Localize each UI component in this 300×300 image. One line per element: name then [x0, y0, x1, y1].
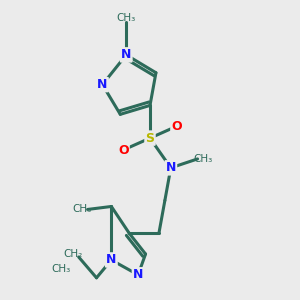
Text: S: S — [146, 132, 154, 145]
Text: O: O — [171, 120, 182, 133]
Text: N: N — [97, 78, 108, 91]
Text: N: N — [166, 161, 176, 174]
Text: N: N — [133, 268, 143, 281]
Text: CH₂: CH₂ — [63, 249, 82, 259]
Text: CH₃: CH₃ — [117, 13, 136, 23]
Text: CH₃: CH₃ — [51, 264, 70, 274]
Text: CH₃: CH₃ — [72, 204, 91, 214]
Text: O: O — [118, 143, 129, 157]
Text: N: N — [121, 48, 131, 62]
Text: N: N — [106, 254, 116, 266]
Text: CH₃: CH₃ — [194, 154, 213, 164]
